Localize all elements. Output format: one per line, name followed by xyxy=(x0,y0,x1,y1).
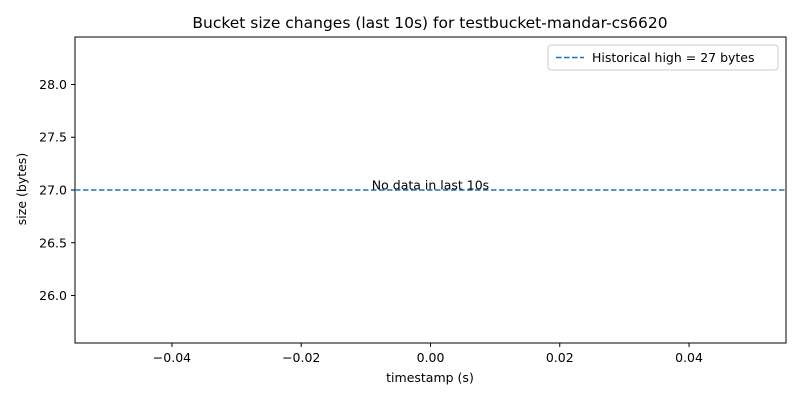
x-tick-label: −0.04 xyxy=(153,350,191,365)
legend: Historical high = 27 bytes xyxy=(547,44,779,71)
legend-box xyxy=(547,44,779,71)
x-tick-label: 0.00 xyxy=(417,350,445,365)
x-axis-ticks: −0.04 −0.02 0.00 0.02 0.04 xyxy=(153,343,703,365)
y-tick-label: 26.0 xyxy=(39,288,67,303)
y-tick-label: 26.5 xyxy=(39,235,67,250)
x-tick-label: 0.04 xyxy=(675,350,703,365)
legend-label-historical-high: Historical high = 27 bytes xyxy=(592,50,755,65)
x-tick-label: 0.02 xyxy=(546,350,574,365)
no-data-annotation: No data in last 10s xyxy=(372,178,489,193)
x-axis-label: timestamp (s) xyxy=(386,370,474,385)
chart-title: Bucket size changes (last 10s) for testb… xyxy=(192,14,667,32)
annotations: No data in last 10s xyxy=(372,178,489,193)
y-tick-label: 27.5 xyxy=(39,130,67,145)
x-tick-label: −0.02 xyxy=(282,350,320,365)
y-tick-label: 28.0 xyxy=(39,77,67,92)
y-axis-label: size (bytes) xyxy=(14,153,29,225)
y-axis-ticks: 26.0 26.5 27.0 27.5 28.0 xyxy=(39,77,75,303)
y-tick-label: 27.0 xyxy=(39,183,67,198)
